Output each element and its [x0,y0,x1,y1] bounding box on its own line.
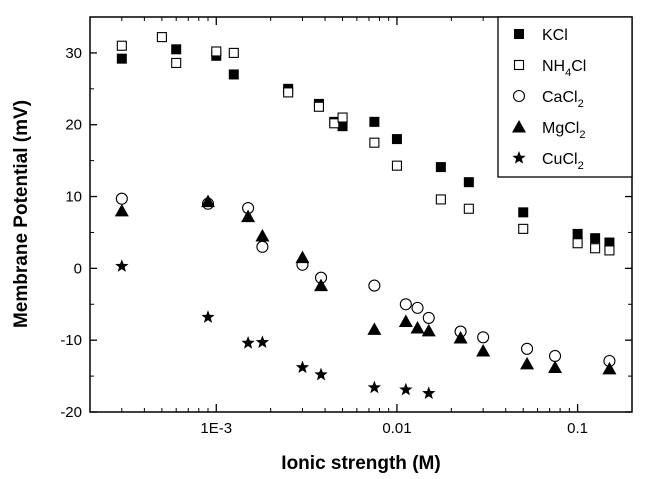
data-point [422,386,436,399]
series-nh4cl [116,32,615,256]
data-point [314,278,329,292]
data-point [115,192,128,205]
data-point [391,160,402,171]
data-point [211,46,222,57]
data-point [463,177,474,188]
data-point [241,336,255,349]
legend-label: CuCl2 [542,151,584,172]
data-point [548,360,563,373]
y-tick-label: 30 [65,45,82,62]
y-tick-label: -20 [60,404,82,421]
legend-marker [512,151,526,164]
data-point [116,53,127,64]
series-cacl2 [115,192,616,368]
plot-frame [89,16,633,413]
data-point [369,137,380,148]
data-point [368,279,381,292]
data-point [116,40,127,51]
data-point [590,233,601,244]
y-tick-label: 0 [74,260,82,277]
y-tick-label: 20 [65,117,82,134]
data-point [255,229,270,242]
y-tick-label: -10 [60,332,82,349]
x-tick-label: 1E-3 [200,420,232,437]
y-tick-label: 10 [65,189,82,206]
data-point [476,343,491,357]
data-point [114,203,129,217]
x-tick-label: 0.01 [382,420,411,437]
series-cucl2 [115,259,436,399]
data-point [399,298,412,311]
legend-marker [512,89,526,103]
legend-label: NH4Cl [542,58,586,79]
legend: KCl NH4Cl CaCl2 MgCl2 CuCl2 [497,16,633,178]
data-point [604,245,615,256]
data-point [572,228,583,239]
data-point [520,356,535,370]
legend-marker [514,29,524,39]
data-point [410,320,425,334]
data-point [463,203,474,214]
data-point [241,209,256,223]
series-mgcl2 [114,194,617,375]
data-point [367,322,382,335]
data-point [201,310,215,323]
data-point [283,87,294,98]
data-point [477,331,490,344]
data-point [590,243,601,254]
data-point [398,314,413,328]
data-point [337,121,348,132]
data-point [295,360,310,374]
legend-label: CaCl2 [542,89,584,110]
data-markers [114,32,617,399]
data-point [171,44,182,55]
data-point [256,240,269,253]
data-point [201,194,216,208]
data-point [521,342,534,355]
data-point [367,380,382,394]
data-point [518,223,529,234]
data-point [604,237,615,248]
data-point [228,69,239,80]
data-point [572,238,583,249]
data-point [548,349,562,363]
data-point [391,134,402,145]
legend-marker [512,120,526,133]
data-point [435,194,446,205]
data-point [255,335,270,348]
data-point [518,207,529,218]
data-point [115,259,129,272]
data-point [295,250,310,264]
legend-label: MgCl2 [542,120,585,141]
y-axis-title: Membrane Potential (mV) [11,100,32,328]
data-point [369,116,380,127]
data-point [156,32,167,43]
data-point [422,311,435,324]
data-point [313,101,324,112]
data-point [314,367,328,381]
data-point [453,331,468,344]
data-point [171,57,182,69]
data-point [411,301,424,314]
x-tick-label: 0.1 [567,420,588,437]
x-axis-title: Ionic strength (M) [281,453,440,474]
data-point [329,118,340,129]
data-point [602,361,617,375]
data-point [399,382,413,396]
legend-label: KCl [542,27,568,44]
data-point [337,112,348,123]
data-point [421,323,436,337]
data-point [435,162,446,173]
data-point [228,47,239,58]
legend-marker [513,59,525,71]
